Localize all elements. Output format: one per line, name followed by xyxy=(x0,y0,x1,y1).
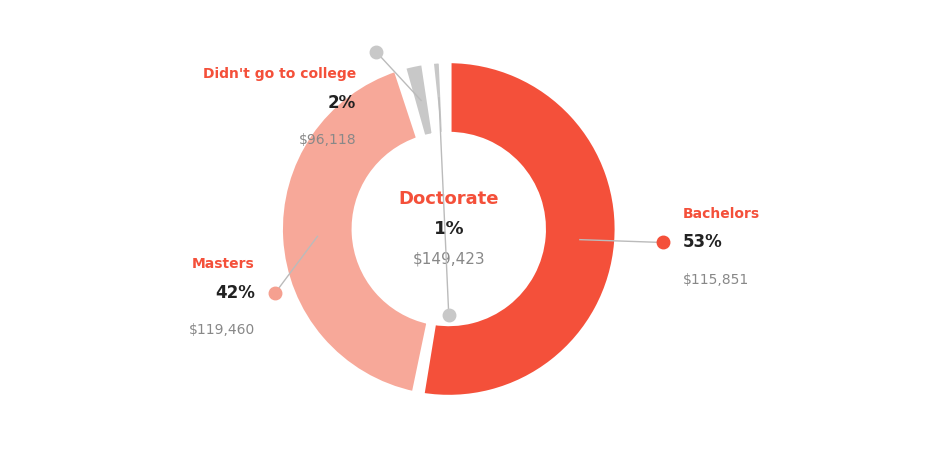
Text: 2%: 2% xyxy=(327,93,356,112)
Wedge shape xyxy=(421,60,617,398)
Text: 1%: 1% xyxy=(433,220,464,238)
Text: $96,118: $96,118 xyxy=(298,133,356,147)
Wedge shape xyxy=(403,62,434,138)
Text: $119,460: $119,460 xyxy=(189,323,255,338)
Text: $115,851: $115,851 xyxy=(683,273,749,287)
Wedge shape xyxy=(431,60,445,135)
Text: Masters: Masters xyxy=(192,257,255,271)
Text: $149,423: $149,423 xyxy=(413,252,485,267)
Wedge shape xyxy=(280,69,430,394)
Text: 42%: 42% xyxy=(215,284,255,302)
Text: Didn't go to college: Didn't go to college xyxy=(203,66,356,81)
Text: Bachelors: Bachelors xyxy=(683,207,760,221)
Text: Doctorate: Doctorate xyxy=(399,190,499,207)
Text: 53%: 53% xyxy=(683,234,723,251)
